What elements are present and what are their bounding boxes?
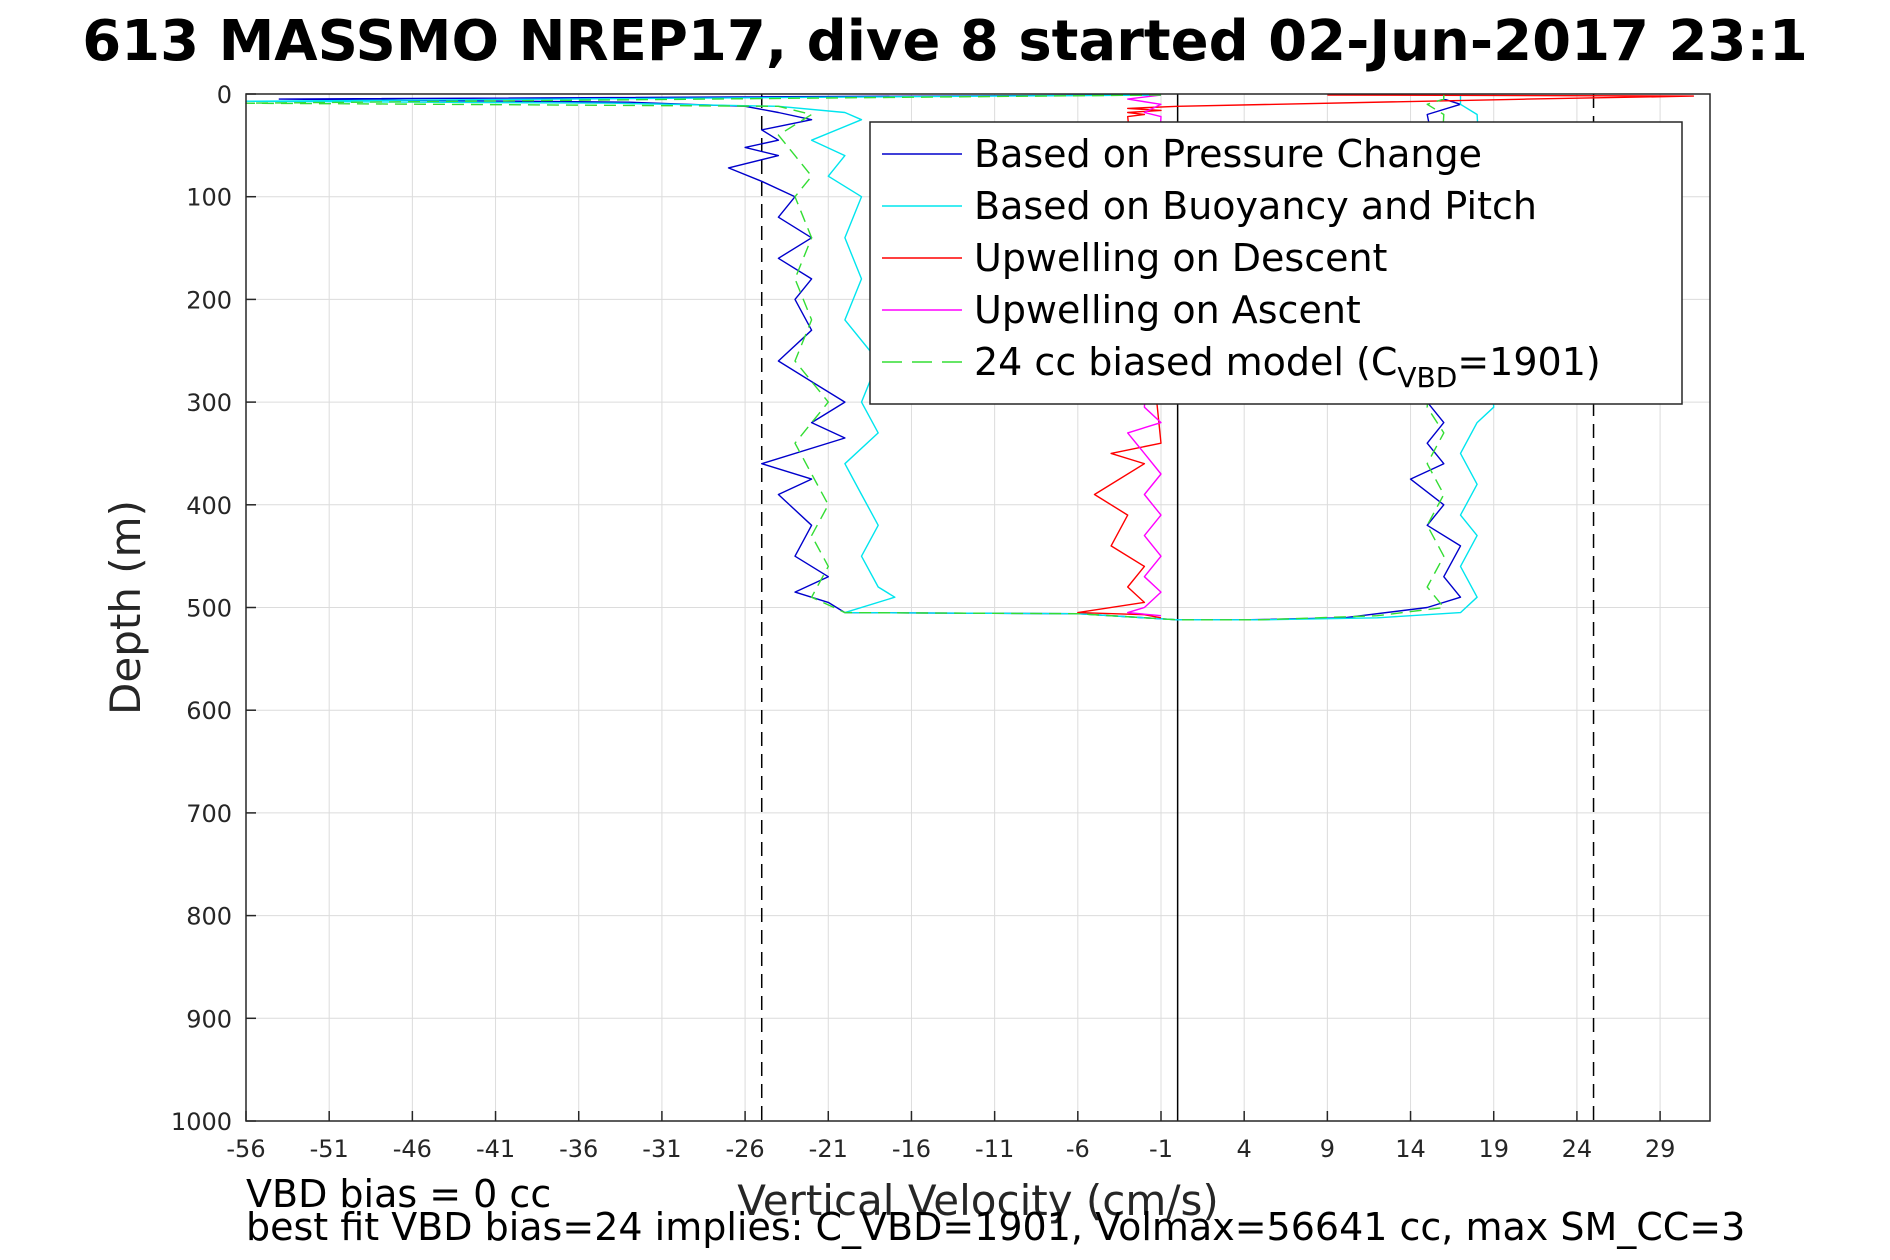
- x-tick-label: -16: [892, 1135, 931, 1163]
- y-tick-label: 100: [186, 184, 232, 212]
- y-tick-label: 500: [186, 595, 232, 623]
- y-tick-label: 800: [186, 903, 232, 931]
- y-tick-label: 600: [186, 697, 232, 725]
- series-line-2: [1077, 94, 1695, 619]
- plot-frame: [245, 93, 1711, 1122]
- y-tick-label: 900: [186, 1005, 232, 1033]
- y-tick-label: 1000: [171, 1108, 232, 1136]
- x-tick-label: 24: [1562, 1135, 1593, 1163]
- legend-entry-subscript: VBD: [1397, 361, 1457, 394]
- legend-entry-text: Based on Buoyancy and Pitch: [974, 184, 1537, 228]
- x-tick-label: -1: [1149, 1135, 1173, 1163]
- x-tick-label: 29: [1645, 1135, 1676, 1163]
- x-tick-label: -36: [559, 1135, 598, 1163]
- legend-entry-label: Based on Buoyancy and Pitch: [974, 184, 1537, 228]
- legend-entry-label: Upwelling on Ascent: [974, 288, 1361, 332]
- y-tick-label: 400: [186, 492, 232, 520]
- x-tick-label: 9: [1320, 1135, 1335, 1163]
- x-tick-label: -26: [725, 1135, 764, 1163]
- x-tick-label: 14: [1395, 1135, 1426, 1163]
- footer-line-2: best fit VBD bias=24 implies: C_VBD=1901…: [246, 1205, 1745, 1249]
- chart-title: 613 MASSMO NREP17, dive 8 started 02-Jun…: [82, 9, 1808, 74]
- legend-box: [869, 121, 1683, 405]
- y-tick-label: 300: [186, 389, 232, 417]
- legend-entry-label: Based on Pressure Change: [974, 132, 1482, 176]
- y-tick-label: 700: [186, 800, 232, 828]
- x-tick-label: -51: [310, 1135, 349, 1163]
- legend-entry-text: Based on Pressure Change: [974, 132, 1482, 176]
- series-line-1: [245, 94, 1495, 621]
- legend-entry-label: 24 cc biased model (CVBD=1901): [974, 340, 1601, 394]
- x-tick-label: -11: [975, 1135, 1014, 1163]
- legend-entry-text: Upwelling on Ascent: [974, 288, 1361, 332]
- y-tick-labels: 0 100 200 300 400 500 600 700 800 900 1000: [171, 81, 232, 1136]
- x-tick-label: -21: [809, 1135, 848, 1163]
- y-tick-label: 0: [217, 81, 232, 109]
- y-axis-label: Depth (m): [101, 500, 150, 715]
- x-tick-label: -31: [642, 1135, 681, 1163]
- x-tick-label: -56: [226, 1135, 265, 1163]
- x-tick-labels: -56 -51 -46 -41 -36 -31 -26 -21 -16 -11 -6 -1 4 9 14 19…: [226, 1135, 1675, 1163]
- series-line-0: [278, 94, 1462, 621]
- y-tick-label: 200: [186, 286, 232, 314]
- x-tick-label: 19: [1478, 1135, 1509, 1163]
- legend: Based on Pressure Change Based on Buoyanc…: [869, 121, 1683, 405]
- series-line-3: [1126, 94, 1162, 617]
- series-lines: [245, 94, 1695, 621]
- legend-entry-suffix: =1901): [1457, 340, 1600, 384]
- x-tick-label: 4: [1237, 1135, 1252, 1163]
- x-tick-label: -41: [476, 1135, 515, 1163]
- footer-line-1: VBD bias = 0 cc: [246, 1172, 551, 1216]
- series-line-4: [245, 94, 1445, 621]
- legend-entry-label: Upwelling on Descent: [974, 236, 1387, 280]
- x-axis-label: Vertical Velocity (cm/s): [737, 1176, 1218, 1225]
- x-tick-label: -46: [393, 1135, 432, 1163]
- legend-entry-text: Upwelling on Descent: [974, 236, 1387, 280]
- legend-entry-text: 24 cc biased model (C: [974, 340, 1397, 384]
- x-tick-label: -6: [1066, 1135, 1090, 1163]
